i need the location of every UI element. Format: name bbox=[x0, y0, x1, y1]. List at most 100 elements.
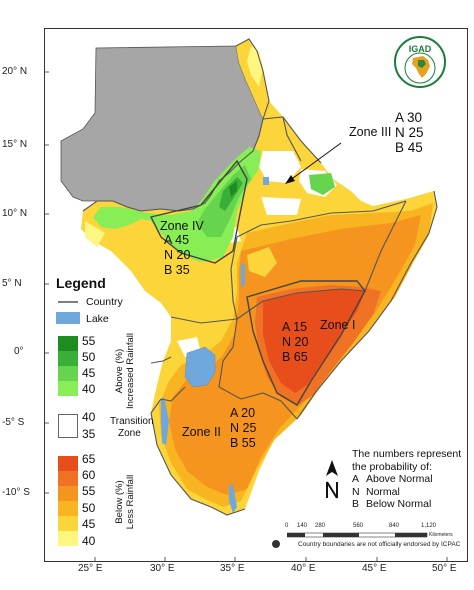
increased-45-east bbox=[309, 173, 335, 195]
notes-normal-text: Normal bbox=[366, 485, 400, 498]
scale-label-0: 0 bbox=[285, 523, 289, 529]
map-canvas bbox=[45, 38, 448, 561]
legend-title: Legend bbox=[56, 275, 106, 291]
longitude-label-50e: 50° E bbox=[432, 563, 457, 574]
latitude-label-5s: -5° S bbox=[2, 417, 25, 428]
probability-notes: The numbers represent the probability of… bbox=[352, 448, 461, 511]
notes-below-text: Below Normal bbox=[366, 498, 432, 510]
latitude-label-5n: 5° N bbox=[2, 278, 22, 289]
zone-1-label: Zone I bbox=[320, 318, 356, 332]
legend-swatch-increased-45 bbox=[58, 366, 78, 381]
lake-malawi bbox=[229, 485, 237, 513]
notes-above-text: Above Normal bbox=[366, 473, 433, 485]
less-65-area bbox=[263, 289, 365, 393]
transition-patch-3 bbox=[261, 197, 301, 215]
notes-normal: N Normal bbox=[352, 486, 461, 499]
zone-1-normal: N 20 bbox=[282, 335, 309, 349]
latitude-label-0: 0° bbox=[14, 346, 24, 357]
zone-4-outline bbox=[149, 159, 248, 264]
boundary-footnote: Country boundaries are not officially en… bbox=[298, 541, 461, 548]
legend-value-increased-40: 40 bbox=[82, 382, 96, 396]
africa-map-icon bbox=[404, 52, 436, 84]
legend-swatch-less-40 bbox=[58, 531, 78, 546]
legend-value-less-45: 45 bbox=[82, 517, 96, 531]
less-45-patch-sudan bbox=[177, 261, 227, 289]
igad-logo-text: IGAD bbox=[408, 44, 432, 54]
zone-2-normal: N 25 bbox=[230, 421, 257, 435]
zone-4-normal: N 20 bbox=[164, 248, 191, 262]
legend-value-transition-35: 35 bbox=[82, 427, 96, 441]
notes-below-key: B bbox=[352, 498, 360, 510]
less-45-patch-kenya bbox=[247, 247, 277, 277]
legend-less-caption: Below (%) Less Rainfall bbox=[114, 458, 138, 546]
scale-label-280: 280 bbox=[315, 523, 326, 529]
lake-tanganyika bbox=[161, 397, 169, 445]
legend-value-less-60: 60 bbox=[82, 468, 96, 482]
legend-value-increased-55: 55 bbox=[82, 334, 96, 348]
longitude-label-35e: 35° E bbox=[220, 563, 245, 574]
legend-value-transition-40: 40 bbox=[82, 410, 96, 424]
latitude-label-20n: 20° N bbox=[2, 66, 28, 77]
legend-transition-caption-line2: Zone bbox=[118, 428, 141, 439]
legend-less-caption-line1: Below (%) bbox=[114, 480, 125, 524]
zone-2-above: A 20 bbox=[230, 406, 256, 420]
zone-3-arrow bbox=[288, 142, 342, 182]
notes-line-1: The numbers represent bbox=[352, 448, 462, 460]
igad-logo: IGAD bbox=[394, 36, 446, 88]
legend-value-less-50: 50 bbox=[82, 501, 96, 515]
zone-2-below: B 55 bbox=[230, 436, 256, 450]
longitude-label-30e: 30° E bbox=[150, 563, 175, 574]
legend-swatch-less-55 bbox=[58, 486, 78, 501]
country-line-icon bbox=[58, 301, 78, 303]
legend-transition-caption-line1: Transition bbox=[110, 416, 154, 427]
longitude-label-45e: 45° E bbox=[362, 563, 387, 574]
less-40-patch-west bbox=[85, 221, 105, 247]
legend-value-less-65: 65 bbox=[82, 452, 96, 466]
scale-label-1120: 1,120 bbox=[421, 523, 437, 529]
zone-1-below: B 65 bbox=[282, 350, 308, 364]
zone-3-below: B 45 bbox=[395, 140, 423, 155]
transition-patch-1 bbox=[259, 151, 301, 183]
legend-lake-label: Lake bbox=[86, 313, 109, 325]
latitude-label-15n: 15° N bbox=[2, 139, 28, 150]
zone-4-above: A 45 bbox=[164, 233, 190, 247]
legend-less-caption-line2: Less Rainfall bbox=[125, 474, 136, 530]
longitude-label-40e: 40° E bbox=[291, 563, 316, 574]
scale-unit-label: Kilometers bbox=[429, 532, 453, 538]
notes-line-2: the probability of: bbox=[352, 460, 432, 473]
legend-value-increased-50: 50 bbox=[82, 350, 96, 364]
increased-55-area bbox=[229, 181, 237, 197]
legend-country-label: Country bbox=[86, 296, 123, 308]
legend-swatch-increased-55 bbox=[58, 336, 78, 351]
legend-value-less-40: 40 bbox=[82, 534, 96, 548]
legend-swatch-increased-50 bbox=[58, 351, 78, 366]
zone-3-arrow-head bbox=[285, 175, 295, 184]
zone-4-below: B 35 bbox=[164, 263, 190, 277]
legend-value-increased-45: 45 bbox=[82, 366, 96, 380]
legend-swatch-less-65 bbox=[58, 456, 78, 471]
zone-3-above: A 30 bbox=[395, 110, 423, 125]
legend-value-less-55: 55 bbox=[82, 484, 96, 498]
scale-bar-graphic bbox=[287, 532, 428, 538]
legend-swatch-less-60 bbox=[58, 471, 78, 486]
notes-normal-key: N bbox=[352, 485, 360, 498]
notes-below: B Below Normal bbox=[352, 498, 461, 511]
map-frame bbox=[44, 28, 468, 562]
notes-above: A Above Normal bbox=[352, 473, 461, 486]
lake-turkana bbox=[241, 263, 245, 287]
zone-3-normal: N 25 bbox=[395, 125, 424, 140]
legend-increased-caption-line2: Increased Rainfall bbox=[125, 332, 136, 410]
north-arrow-icon bbox=[326, 460, 338, 499]
scale-label-560: 560 bbox=[353, 523, 364, 529]
zone-3-label: Zone III bbox=[349, 125, 392, 139]
lake-tana bbox=[263, 177, 269, 185]
legend-swatch-increased-40 bbox=[58, 381, 78, 396]
icpac-badge-icon bbox=[272, 540, 280, 548]
latitude-label-10s: -10° S bbox=[2, 487, 30, 498]
zone-2-label: Zone II bbox=[182, 425, 221, 439]
zone-4-label: Zone IV bbox=[160, 219, 204, 233]
lake-victoria bbox=[184, 346, 216, 388]
zone-1-above: A 15 bbox=[282, 320, 308, 334]
zone-1-outline bbox=[246, 280, 366, 406]
country-boundaries bbox=[82, 38, 438, 516]
